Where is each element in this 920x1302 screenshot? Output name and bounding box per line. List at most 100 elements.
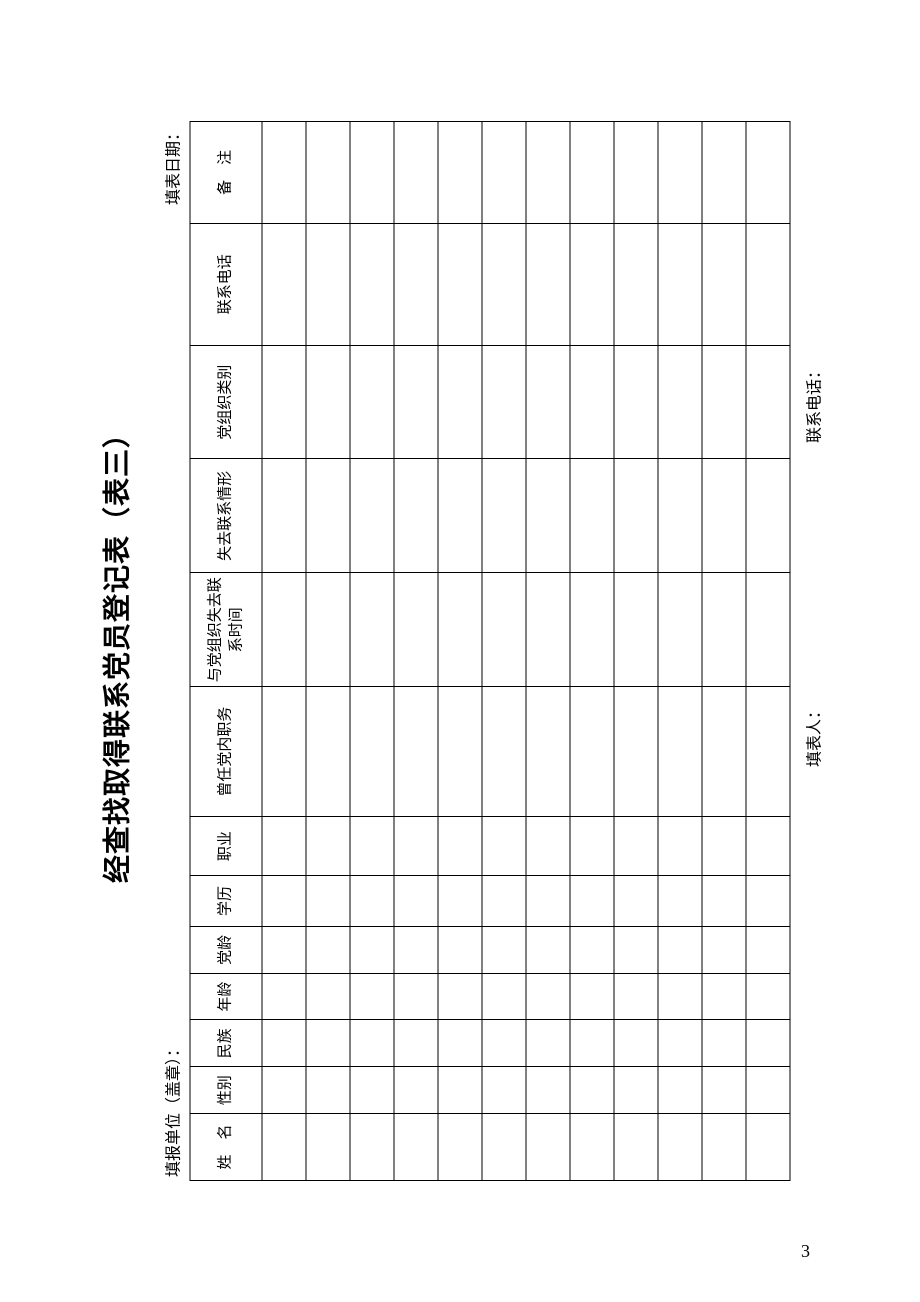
form-filler-label: 填表人： (801, 703, 825, 767)
table-cell (746, 459, 790, 573)
table-cell (614, 876, 658, 927)
table-cell (438, 817, 482, 876)
table-row (702, 122, 746, 1181)
column-header: 与党组织失去联系时间 (190, 573, 262, 687)
column-header: 党组织类别 (190, 345, 262, 459)
table-cell (614, 573, 658, 687)
table-cell (702, 926, 746, 973)
table-cell (438, 973, 482, 1020)
table-cell (614, 687, 658, 817)
table-cell (438, 926, 482, 973)
table-cell (526, 687, 570, 817)
table-cell (350, 687, 394, 817)
table-cell (526, 817, 570, 876)
column-header: 曾任党内职务 (190, 687, 262, 817)
table-cell (350, 1020, 394, 1067)
table-cell (614, 817, 658, 876)
table-cell (262, 1113, 306, 1180)
table-cell (394, 876, 438, 927)
table-cell (526, 1067, 570, 1114)
table-cell (306, 973, 350, 1020)
table-cell (262, 817, 306, 876)
table-cell (658, 973, 702, 1020)
table-cell (526, 122, 570, 224)
table-cell (526, 973, 570, 1020)
table-cell (438, 573, 482, 687)
table-cell (614, 1020, 658, 1067)
table-cell (262, 926, 306, 973)
table-cell (350, 1067, 394, 1114)
table-cell (702, 223, 746, 345)
table-cell (570, 345, 614, 459)
table-cell (350, 573, 394, 687)
table-cell (658, 573, 702, 687)
meta-row-top: 填报单位（盖章）： 填表日期： (160, 121, 184, 1181)
table-cell (306, 1020, 350, 1067)
table-cell (394, 1113, 438, 1180)
table-cell (306, 223, 350, 345)
table-header-row: 姓 名性别民族年龄党龄学历职业曾任党内职务与党组织失去联系时间失去联系情形党组织… (190, 122, 262, 1181)
table-cell (394, 122, 438, 224)
table-cell (482, 122, 526, 224)
table-cell (526, 573, 570, 687)
table-row (746, 122, 790, 1181)
table-cell (702, 687, 746, 817)
table-cell (526, 876, 570, 927)
table-cell (438, 459, 482, 573)
table-cell (702, 1020, 746, 1067)
column-header: 失去联系情形 (190, 459, 262, 573)
table-cell (702, 973, 746, 1020)
page-number: 3 (801, 1241, 810, 1262)
table-cell (262, 345, 306, 459)
table-cell (350, 459, 394, 573)
table-body (262, 122, 790, 1181)
table-cell (614, 459, 658, 573)
table-cell (394, 817, 438, 876)
table-cell (394, 223, 438, 345)
column-header: 联系电话 (190, 223, 262, 345)
table-cell (482, 1113, 526, 1180)
table-cell (306, 1067, 350, 1114)
table-cell (306, 459, 350, 573)
table-row (262, 122, 306, 1181)
table-cell (658, 1020, 702, 1067)
table-cell (658, 817, 702, 876)
table-cell (614, 1067, 658, 1114)
table-cell (306, 817, 350, 876)
table-cell (306, 573, 350, 687)
table-cell (394, 345, 438, 459)
column-header: 姓 名 (190, 1113, 262, 1180)
table-cell (438, 345, 482, 459)
table-cell (746, 573, 790, 687)
table-cell (614, 926, 658, 973)
table-cell (702, 122, 746, 224)
table-row (658, 122, 702, 1181)
table-cell (482, 1067, 526, 1114)
table-cell (570, 573, 614, 687)
table-cell (702, 876, 746, 927)
table-cell (438, 1113, 482, 1180)
table-cell (746, 876, 790, 927)
table-row (350, 122, 394, 1181)
table-cell (746, 223, 790, 345)
table-cell (262, 223, 306, 345)
table-cell (438, 223, 482, 345)
table-cell (746, 973, 790, 1020)
table-cell (746, 1067, 790, 1114)
document-title: 经查找取得联系党员登记表（表三） (96, 121, 136, 1181)
column-header: 性别 (190, 1067, 262, 1114)
column-header: 年龄 (190, 973, 262, 1020)
table-cell (702, 1113, 746, 1180)
table-cell (746, 122, 790, 224)
meta-row-bottom: 填表人： 联系电话： (801, 121, 825, 1181)
table-cell (746, 345, 790, 459)
table-cell (306, 687, 350, 817)
table-cell (570, 973, 614, 1020)
table-cell (482, 817, 526, 876)
table-cell (570, 876, 614, 927)
contact-phone-label: 联系电话： (801, 363, 825, 443)
table-cell (350, 122, 394, 224)
table-row (306, 122, 350, 1181)
table-cell (394, 973, 438, 1020)
table-cell (350, 926, 394, 973)
